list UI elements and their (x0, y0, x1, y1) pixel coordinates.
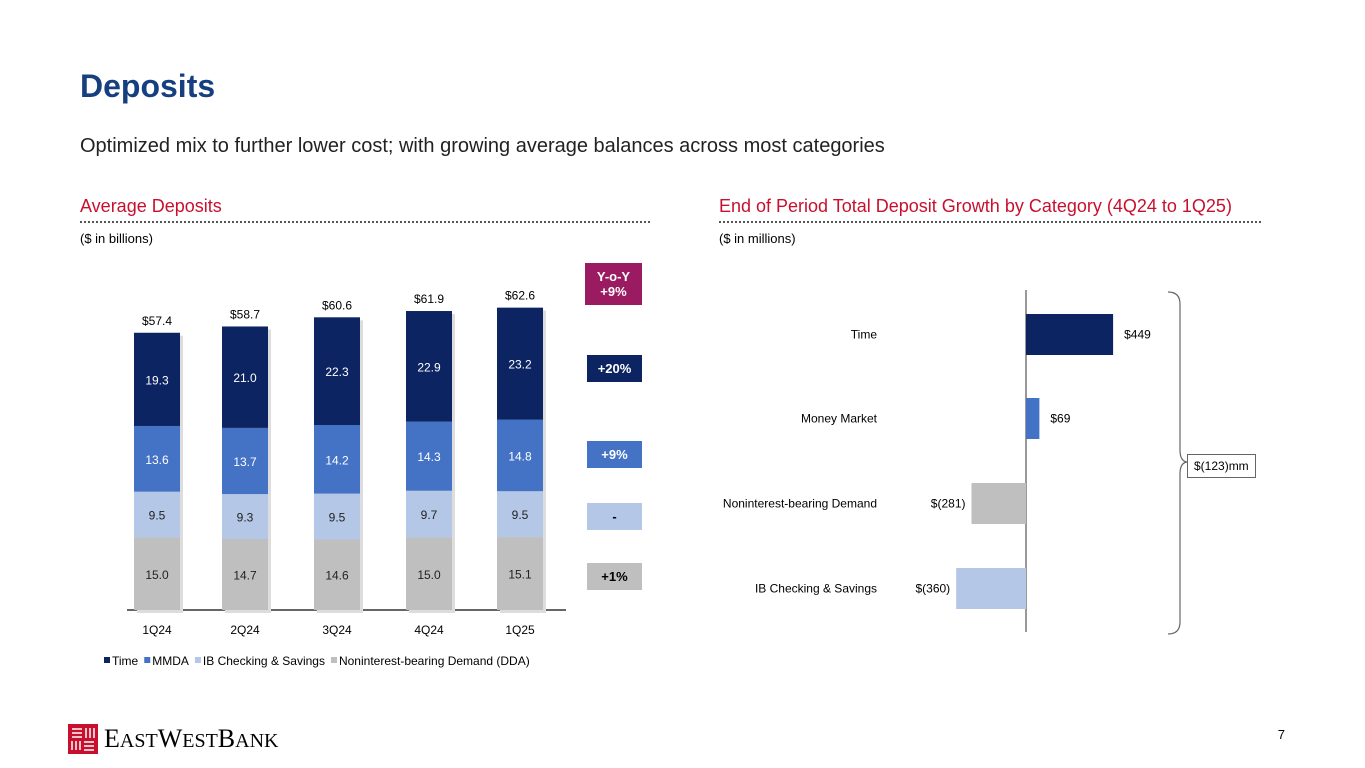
category-label: IB Checking & Savings (755, 582, 877, 596)
data-label: 13.7 (233, 455, 257, 469)
x-tick-label: 1Q24 (142, 623, 172, 637)
total-growth-label: $(123)mm (1187, 454, 1256, 478)
logo: EASTWESTBANK (68, 724, 278, 754)
data-label: 9.5 (149, 509, 166, 523)
right-chart-heading: End of Period Total Deposit Growth by Ca… (719, 196, 1232, 216)
data-label: 19.3 (145, 373, 169, 387)
yoy-badge: +20% (587, 355, 642, 382)
x-tick-label: 4Q24 (414, 623, 444, 637)
divider (80, 221, 650, 223)
data-label: 22.9 (417, 360, 441, 374)
data-label: $449 (1124, 328, 1151, 342)
category-label: Noninterest-bearing Demand (723, 497, 877, 511)
data-label: 15.0 (145, 568, 169, 582)
x-tick-label: 1Q25 (505, 623, 535, 637)
total-label: $62.6 (505, 289, 535, 303)
logo-text: EASTWESTBANK (104, 724, 279, 753)
bar-segment-noninterest-bearing-demand-dda- (222, 538, 268, 610)
bar-segment-ib-checking-savings (497, 491, 543, 538)
legend-swatch (194, 657, 201, 663)
data-label: 15.1 (508, 568, 532, 582)
category-label: Money Market (801, 412, 878, 426)
bar-segment-ib-checking-savings (406, 490, 452, 538)
divider (719, 221, 1261, 223)
legend-swatch (104, 657, 110, 663)
legend-swatch (330, 657, 337, 663)
bar-segment-time (314, 317, 360, 426)
data-label: 9.3 (237, 511, 254, 525)
data-label: 14.2 (325, 453, 349, 467)
left-unit-label: ($ in billions) (80, 231, 153, 246)
data-label: 14.7 (233, 568, 257, 582)
bar-segment-ib-checking-savings (134, 491, 180, 538)
right-unit-label: ($ in millions) (719, 231, 796, 246)
bar-segment-time (497, 307, 543, 420)
data-label: 15.0 (417, 568, 441, 582)
legend-label: Noninterest-bearing Demand (DDA) (339, 654, 530, 668)
legend-label: Time (112, 654, 139, 668)
yoy-badge: - (587, 503, 642, 530)
data-label: $69 (1050, 412, 1070, 426)
bar-segment-noninterest-bearing-demand-dda- (314, 539, 360, 610)
data-label: 9.7 (421, 508, 438, 522)
bar (971, 483, 1026, 524)
data-label: 22.3 (325, 365, 349, 379)
legend-label: MMDA (152, 654, 189, 668)
bar (956, 568, 1026, 609)
bar (1026, 314, 1114, 355)
yoy-badge: +1% (587, 563, 642, 590)
total-label: $61.9 (414, 292, 444, 306)
bar-segment-mmda (134, 425, 180, 492)
bar-segment-noninterest-bearing-demand-dda- (406, 537, 452, 610)
bar-segment-ib-checking-savings (222, 494, 268, 539)
bar-segment-time (406, 311, 452, 422)
bar-segment-ib-checking-savings (314, 493, 360, 540)
brace (1167, 291, 1189, 635)
total-label: $57.4 (142, 314, 172, 328)
page-subtitle: Optimized mix to further lower cost; wit… (80, 135, 885, 157)
logo-icon (68, 724, 98, 754)
data-label: $(360) (915, 582, 950, 596)
data-label: 14.3 (417, 450, 441, 464)
bar-segment-time (134, 332, 180, 426)
total-label: $60.6 (322, 298, 352, 312)
yoy-badge: Y-o-Y +9% (585, 263, 642, 305)
legend-swatch (144, 657, 151, 663)
bar-segment-noninterest-bearing-demand-dda- (134, 537, 180, 610)
data-label: 14.6 (325, 569, 349, 583)
data-label: 13.6 (145, 453, 169, 467)
data-label: 14.8 (508, 449, 532, 463)
data-label: 9.5 (329, 511, 346, 525)
total-label: $58.7 (230, 307, 260, 321)
page-title: Deposits (80, 68, 216, 104)
page-number: 7 (1277, 727, 1285, 742)
yoy-badge: +9% (587, 441, 642, 468)
data-label: 23.2 (508, 358, 532, 372)
category-label: Time (851, 328, 878, 342)
bar-segment-mmda (222, 427, 268, 495)
data-label: 21.0 (233, 371, 257, 385)
bar-segment-mmda (406, 421, 452, 491)
bar-segment-time (222, 326, 268, 428)
bar-segment-noninterest-bearing-demand-dda- (497, 537, 543, 610)
data-label: $(281) (931, 497, 966, 511)
left-chart-heading: Average Deposits (80, 196, 222, 216)
x-tick-label: 3Q24 (322, 623, 352, 637)
bar-segment-mmda (497, 419, 543, 492)
data-label: 9.5 (512, 508, 529, 522)
x-tick-label: 2Q24 (230, 623, 260, 637)
bar (1026, 398, 1040, 439)
bar-segment-mmda (314, 425, 360, 494)
legend-label: IB Checking & Savings (203, 654, 325, 668)
